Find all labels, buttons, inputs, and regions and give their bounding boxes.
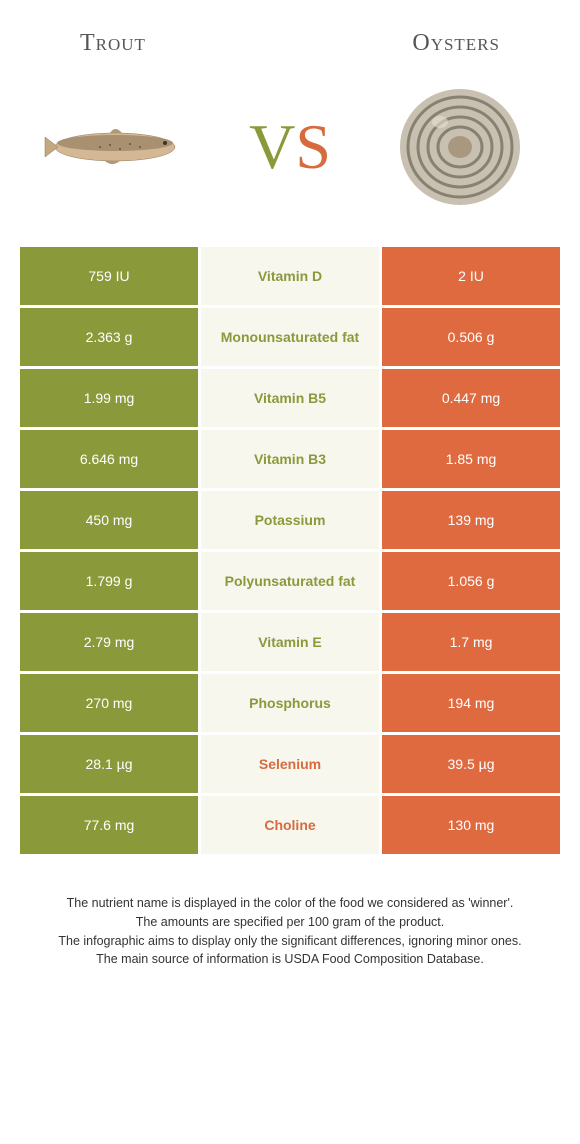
vs-s: S [295,111,331,182]
table-row: 759 IU Vitamin D 2 IU [20,247,560,305]
table-row: 28.1 µg Selenium 39.5 µg [20,735,560,793]
cell-right-value: 0.447 mg [382,369,560,427]
comparison-table: 759 IU Vitamin D 2 IU 2.363 g Monounsaturate… [20,247,560,854]
cell-right-value: 0.506 g [382,308,560,366]
nutrient-label: Monounsaturated fat [221,329,359,345]
cell-nutrient: Vitamin B5 [201,369,379,427]
cell-left-value: 1.99 mg [20,369,198,427]
cell-nutrient: Vitamin B3 [201,430,379,488]
cell-nutrient: Vitamin D [201,247,379,305]
cell-right-value: 130 mg [382,796,560,854]
cell-nutrient: Selenium [201,735,379,793]
cell-left-value: 759 IU [20,247,198,305]
table-row: 77.6 mg Choline 130 mg [20,796,560,854]
nutrient-label: Choline [264,817,315,833]
oyster-image [380,77,540,217]
cell-left-value: 2.363 g [20,308,198,366]
table-row: 450 mg Potassium 139 mg [20,491,560,549]
cell-nutrient: Polyunsaturated fat [201,552,379,610]
nutrient-label: Vitamin B5 [254,390,326,406]
nutrient-label: Vitamin D [258,268,322,284]
cell-left-value: 77.6 mg [20,796,198,854]
cell-left-value: 450 mg [20,491,198,549]
vs-label: VS [249,110,331,184]
cell-nutrient: Choline [201,796,379,854]
cell-left-value: 2.79 mg [20,613,198,671]
nutrient-label: Polyunsaturated fat [225,573,356,589]
table-row: 1.799 g Polyunsaturated fat 1.056 g [20,552,560,610]
table-row: 6.646 mg Vitamin B3 1.85 mg [20,430,560,488]
cell-nutrient: Monounsaturated fat [201,308,379,366]
nutrient-label: Phosphorus [249,695,331,711]
table-row: 1.99 mg Vitamin B5 0.447 mg [20,369,560,427]
vs-row: VS [20,77,560,247]
trout-image [40,77,200,217]
footnote-line: The amounts are specified per 100 gram o… [30,913,550,932]
cell-right-value: 39.5 µg [382,735,560,793]
cell-nutrient: Potassium [201,491,379,549]
title-right: Oysters [412,30,500,57]
cell-left-value: 270 mg [20,674,198,732]
cell-right-value: 194 mg [382,674,560,732]
vs-v: V [249,111,295,182]
footnote: The nutrient name is displayed in the co… [20,894,560,969]
nutrient-label: Potassium [255,512,326,528]
cell-right-value: 1.056 g [382,552,560,610]
header: Trout Oysters [20,20,560,77]
cell-right-value: 1.7 mg [382,613,560,671]
footnote-line: The nutrient name is displayed in the co… [30,894,550,913]
table-row: 270 mg Phosphorus 194 mg [20,674,560,732]
table-row: 2.363 g Monounsaturated fat 0.506 g [20,308,560,366]
cell-left-value: 1.799 g [20,552,198,610]
footnote-line: The main source of information is USDA F… [30,950,550,969]
cell-right-value: 139 mg [382,491,560,549]
cell-left-value: 28.1 µg [20,735,198,793]
nutrient-label: Vitamin B3 [254,451,326,467]
cell-right-value: 1.85 mg [382,430,560,488]
table-row: 2.79 mg Vitamin E 1.7 mg [20,613,560,671]
footnote-line: The infographic aims to display only the… [30,932,550,951]
title-left: Trout [80,30,146,57]
cell-nutrient: Vitamin E [201,613,379,671]
cell-right-value: 2 IU [382,247,560,305]
nutrient-label: Vitamin E [258,634,322,650]
cell-left-value: 6.646 mg [20,430,198,488]
nutrient-label: Selenium [259,756,321,772]
cell-nutrient: Phosphorus [201,674,379,732]
